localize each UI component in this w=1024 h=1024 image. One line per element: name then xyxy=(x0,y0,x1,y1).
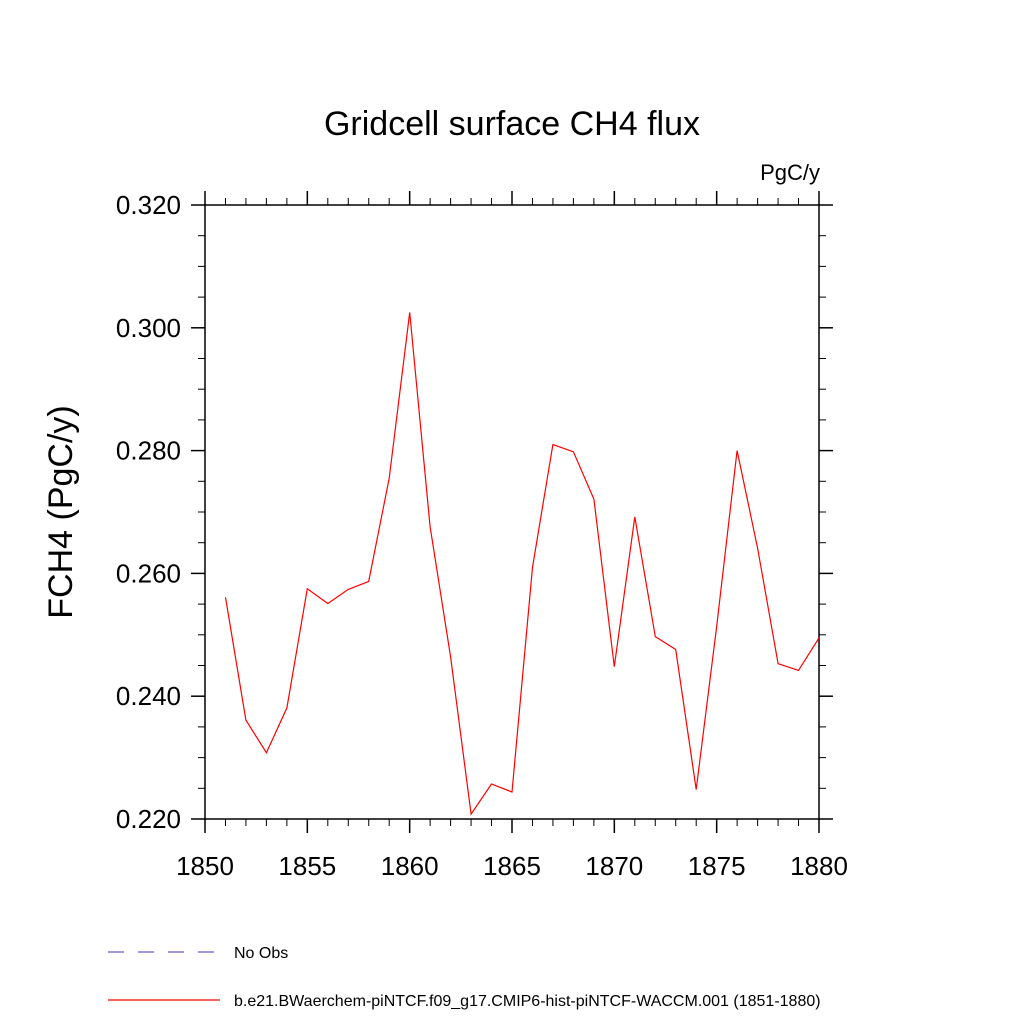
y-tick-label: 0.300 xyxy=(116,313,181,343)
x-tick-label: 1870 xyxy=(585,851,643,881)
x-tick-label: 1880 xyxy=(790,851,848,881)
x-tick-label: 1865 xyxy=(483,851,541,881)
series-line xyxy=(224,312,820,816)
y-axis-label: FCH4 (PgC/y) xyxy=(42,405,80,618)
x-tick-label: 1875 xyxy=(688,851,746,881)
y-tick-label: 0.280 xyxy=(116,436,181,466)
chart-title: Gridcell surface CH4 flux xyxy=(324,105,700,143)
legend-label: b.e21.BWaerchem-piNTCF.f09_g17.CMIP6-his… xyxy=(234,993,821,1010)
x-tick-label: 1860 xyxy=(381,851,439,881)
legend-label: No Obs xyxy=(234,945,288,962)
y-tick-label: 0.220 xyxy=(116,804,181,834)
legend: No Obs b.e21.BWaerchem-piNTCF.f09_g17.CMI… xyxy=(108,945,821,1010)
units-label: PgC/y xyxy=(760,160,820,185)
x-tick-label: 1855 xyxy=(278,851,336,881)
x-tick-label: 1850 xyxy=(176,851,234,881)
series-group xyxy=(224,312,820,816)
axis-ticks: 1850 1855 1860 1865 1870 1875 1880 0.220 0.240 0.… xyxy=(116,190,848,881)
plot-frame xyxy=(204,204,820,820)
y-tick-label: 0.320 xyxy=(116,190,181,220)
y-tick-label: 0.240 xyxy=(116,681,181,711)
y-tick-label: 0.260 xyxy=(116,558,181,588)
